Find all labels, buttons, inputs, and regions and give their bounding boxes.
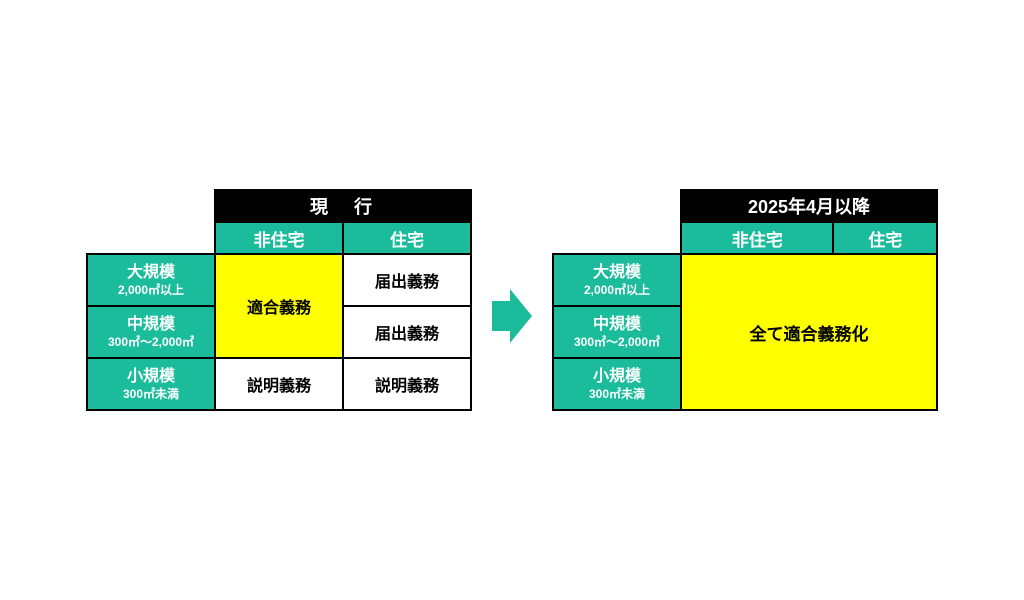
left-r3c2: 説明義務 — [343, 358, 471, 410]
left-row2-head: 中規模 300㎡～2,000㎡ — [87, 306, 215, 358]
spacer — [553, 222, 681, 254]
right-row2-head: 中規模 300㎡～2,000㎡ — [553, 306, 681, 358]
left-row1-head: 大規模 2,000㎡以上 — [87, 254, 215, 306]
right-row1-head: 大規模 2,000㎡以上 — [553, 254, 681, 306]
row-name: 小規模 — [554, 367, 680, 387]
right-col1-head: 非住宅 — [681, 222, 833, 254]
row-sub: 300㎡未満 — [88, 387, 214, 402]
right-title: 2025年4月以降 — [681, 190, 937, 222]
left-title: 現 行 — [215, 190, 471, 222]
right-big-cell: 全て適合義務化 — [681, 254, 937, 410]
left-r2c2: 届出義務 — [343, 306, 471, 358]
left-col2-head: 住宅 — [343, 222, 471, 254]
left-col1-head: 非住宅 — [215, 222, 343, 254]
left-r3c1: 説明義務 — [215, 358, 343, 410]
row-name: 大規模 — [88, 263, 214, 283]
row-sub: 2,000㎡以上 — [554, 283, 680, 298]
left-row3-head: 小規模 300㎡未満 — [87, 358, 215, 410]
row-name: 大規模 — [554, 263, 680, 283]
row-name: 中規模 — [554, 315, 680, 335]
row-name: 小規模 — [88, 367, 214, 387]
right-col2-head: 住宅 — [833, 222, 937, 254]
row-sub: 300㎡未満 — [554, 387, 680, 402]
arrow-icon — [492, 289, 532, 343]
comparison-diagram: 現 行 非住宅 住宅 大規模 2,000㎡以上 適合義務 届出義務 中規模 30… — [86, 189, 938, 411]
row-sub: 300㎡～2,000㎡ — [554, 335, 680, 350]
row-sub: 2,000㎡以上 — [88, 283, 214, 298]
spacer — [87, 222, 215, 254]
left-merged-col1: 適合義務 — [215, 254, 343, 358]
table-current: 現 行 非住宅 住宅 大規模 2,000㎡以上 適合義務 届出義務 中規模 30… — [86, 189, 472, 411]
right-row3-head: 小規模 300㎡未満 — [553, 358, 681, 410]
left-r1c2: 届出義務 — [343, 254, 471, 306]
row-name: 中規模 — [88, 315, 214, 335]
spacer — [87, 190, 215, 222]
row-sub: 300㎡～2,000㎡ — [88, 335, 214, 350]
spacer — [553, 190, 681, 222]
table-future: 2025年4月以降 非住宅 住宅 大規模 2,000㎡以上 全て適合義務化 中規… — [552, 189, 938, 411]
